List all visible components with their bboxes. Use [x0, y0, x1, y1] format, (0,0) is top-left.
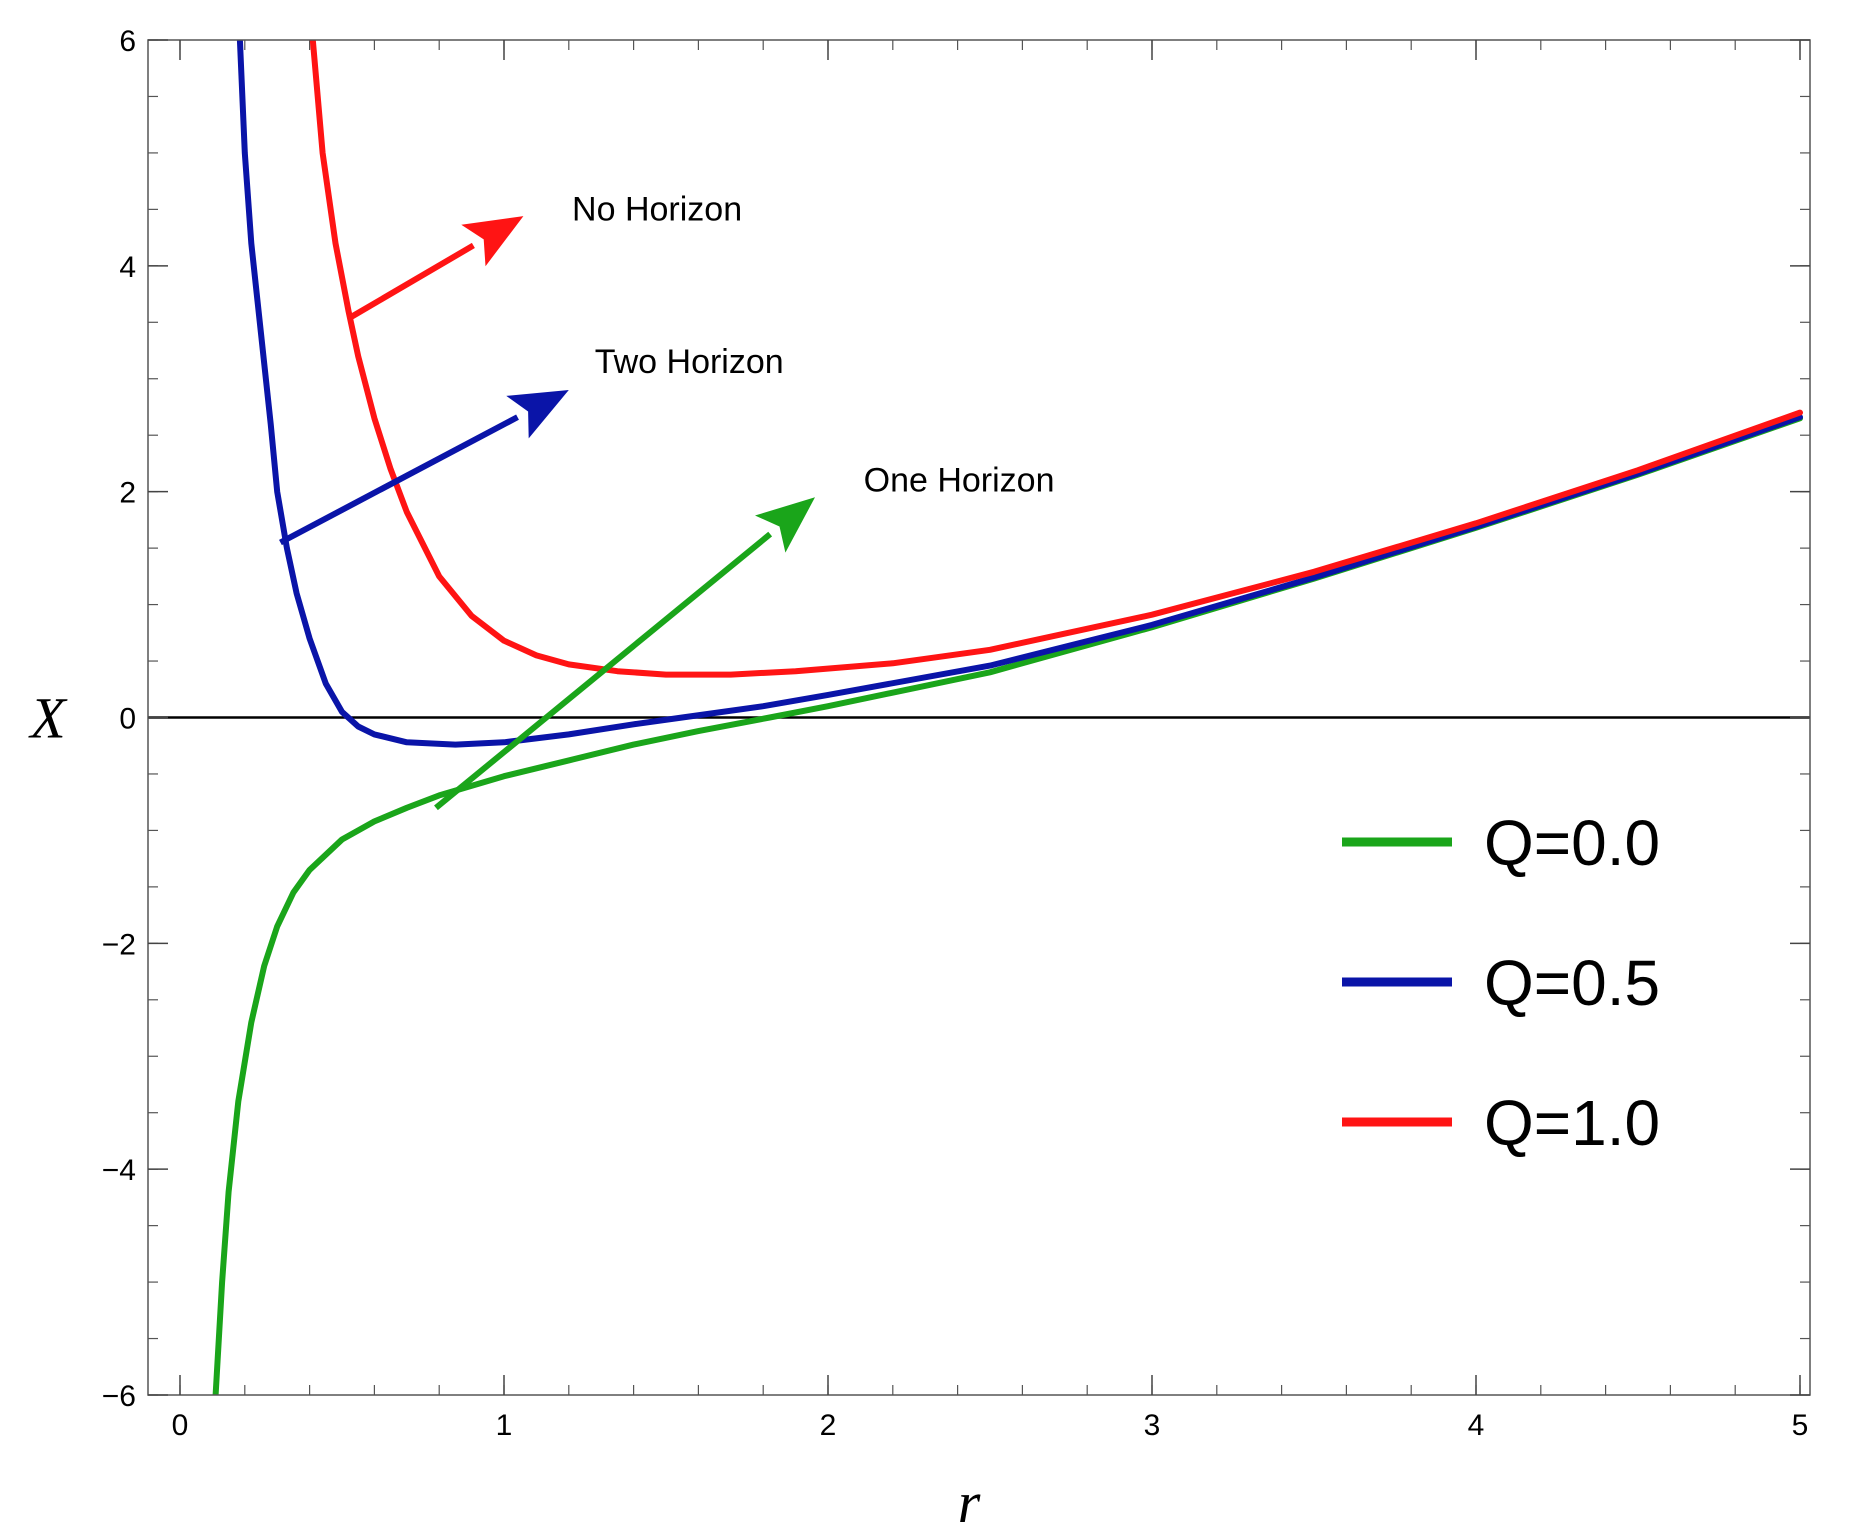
series-line-2	[309, 40, 1803, 678]
y-tick-label: −4	[102, 1154, 136, 1187]
legend-label: Q=1.0	[1484, 1087, 1660, 1159]
annotation-arrow-shaft-2	[434, 531, 773, 811]
y-tick-label: 6	[119, 25, 136, 58]
annotations: No Horizon Two Horizon One Horizon	[279, 191, 1055, 811]
y-tick-label: −6	[102, 1380, 136, 1413]
x-axis-title: r	[958, 1470, 981, 1535]
y-tick-label: 0	[119, 703, 136, 736]
annotation-label: No Horizon	[572, 191, 742, 229]
x-tick-label: 3	[1144, 1409, 1161, 1442]
series-line-0	[212, 415, 1803, 1395]
x-tick-labels: 0 1 2 3 4 5	[172, 1409, 1809, 1442]
x-tick-label: 4	[1468, 1409, 1485, 1442]
y-tick-label: 2	[119, 477, 136, 510]
series-lines	[212, 40, 1803, 1395]
y-axis-title: X	[28, 686, 68, 751]
annotation-label: Two Horizon	[595, 343, 784, 381]
y-tick-label: 4	[119, 251, 136, 284]
x-tick-label: 1	[496, 1409, 513, 1442]
major-ticks	[148, 39, 1810, 1396]
legend: Q=0.0 Q=0.5 Q=1.0	[1342, 807, 1660, 1159]
annotation-arrow-head-0	[461, 216, 524, 267]
x-tick-label: 2	[820, 1409, 837, 1442]
annotation-arrow-shaft-0	[350, 242, 475, 320]
y-tick-labels: −6 −4 −2 0 2 4 6	[102, 25, 136, 1413]
annotation-arrow-head-2	[755, 497, 815, 553]
annotation-arrow-head-1	[506, 390, 569, 439]
legend-label: Q=0.5	[1484, 947, 1660, 1019]
y-tick-label: −2	[102, 928, 136, 961]
annotation-label: One Horizon	[864, 462, 1055, 500]
annotation-arrow-shaft-1	[279, 414, 519, 546]
x-tick-label: 5	[1792, 1409, 1809, 1442]
series-line-1	[236, 40, 1803, 748]
x-tick-label: 0	[172, 1409, 189, 1442]
legend-label: Q=0.0	[1484, 807, 1660, 879]
